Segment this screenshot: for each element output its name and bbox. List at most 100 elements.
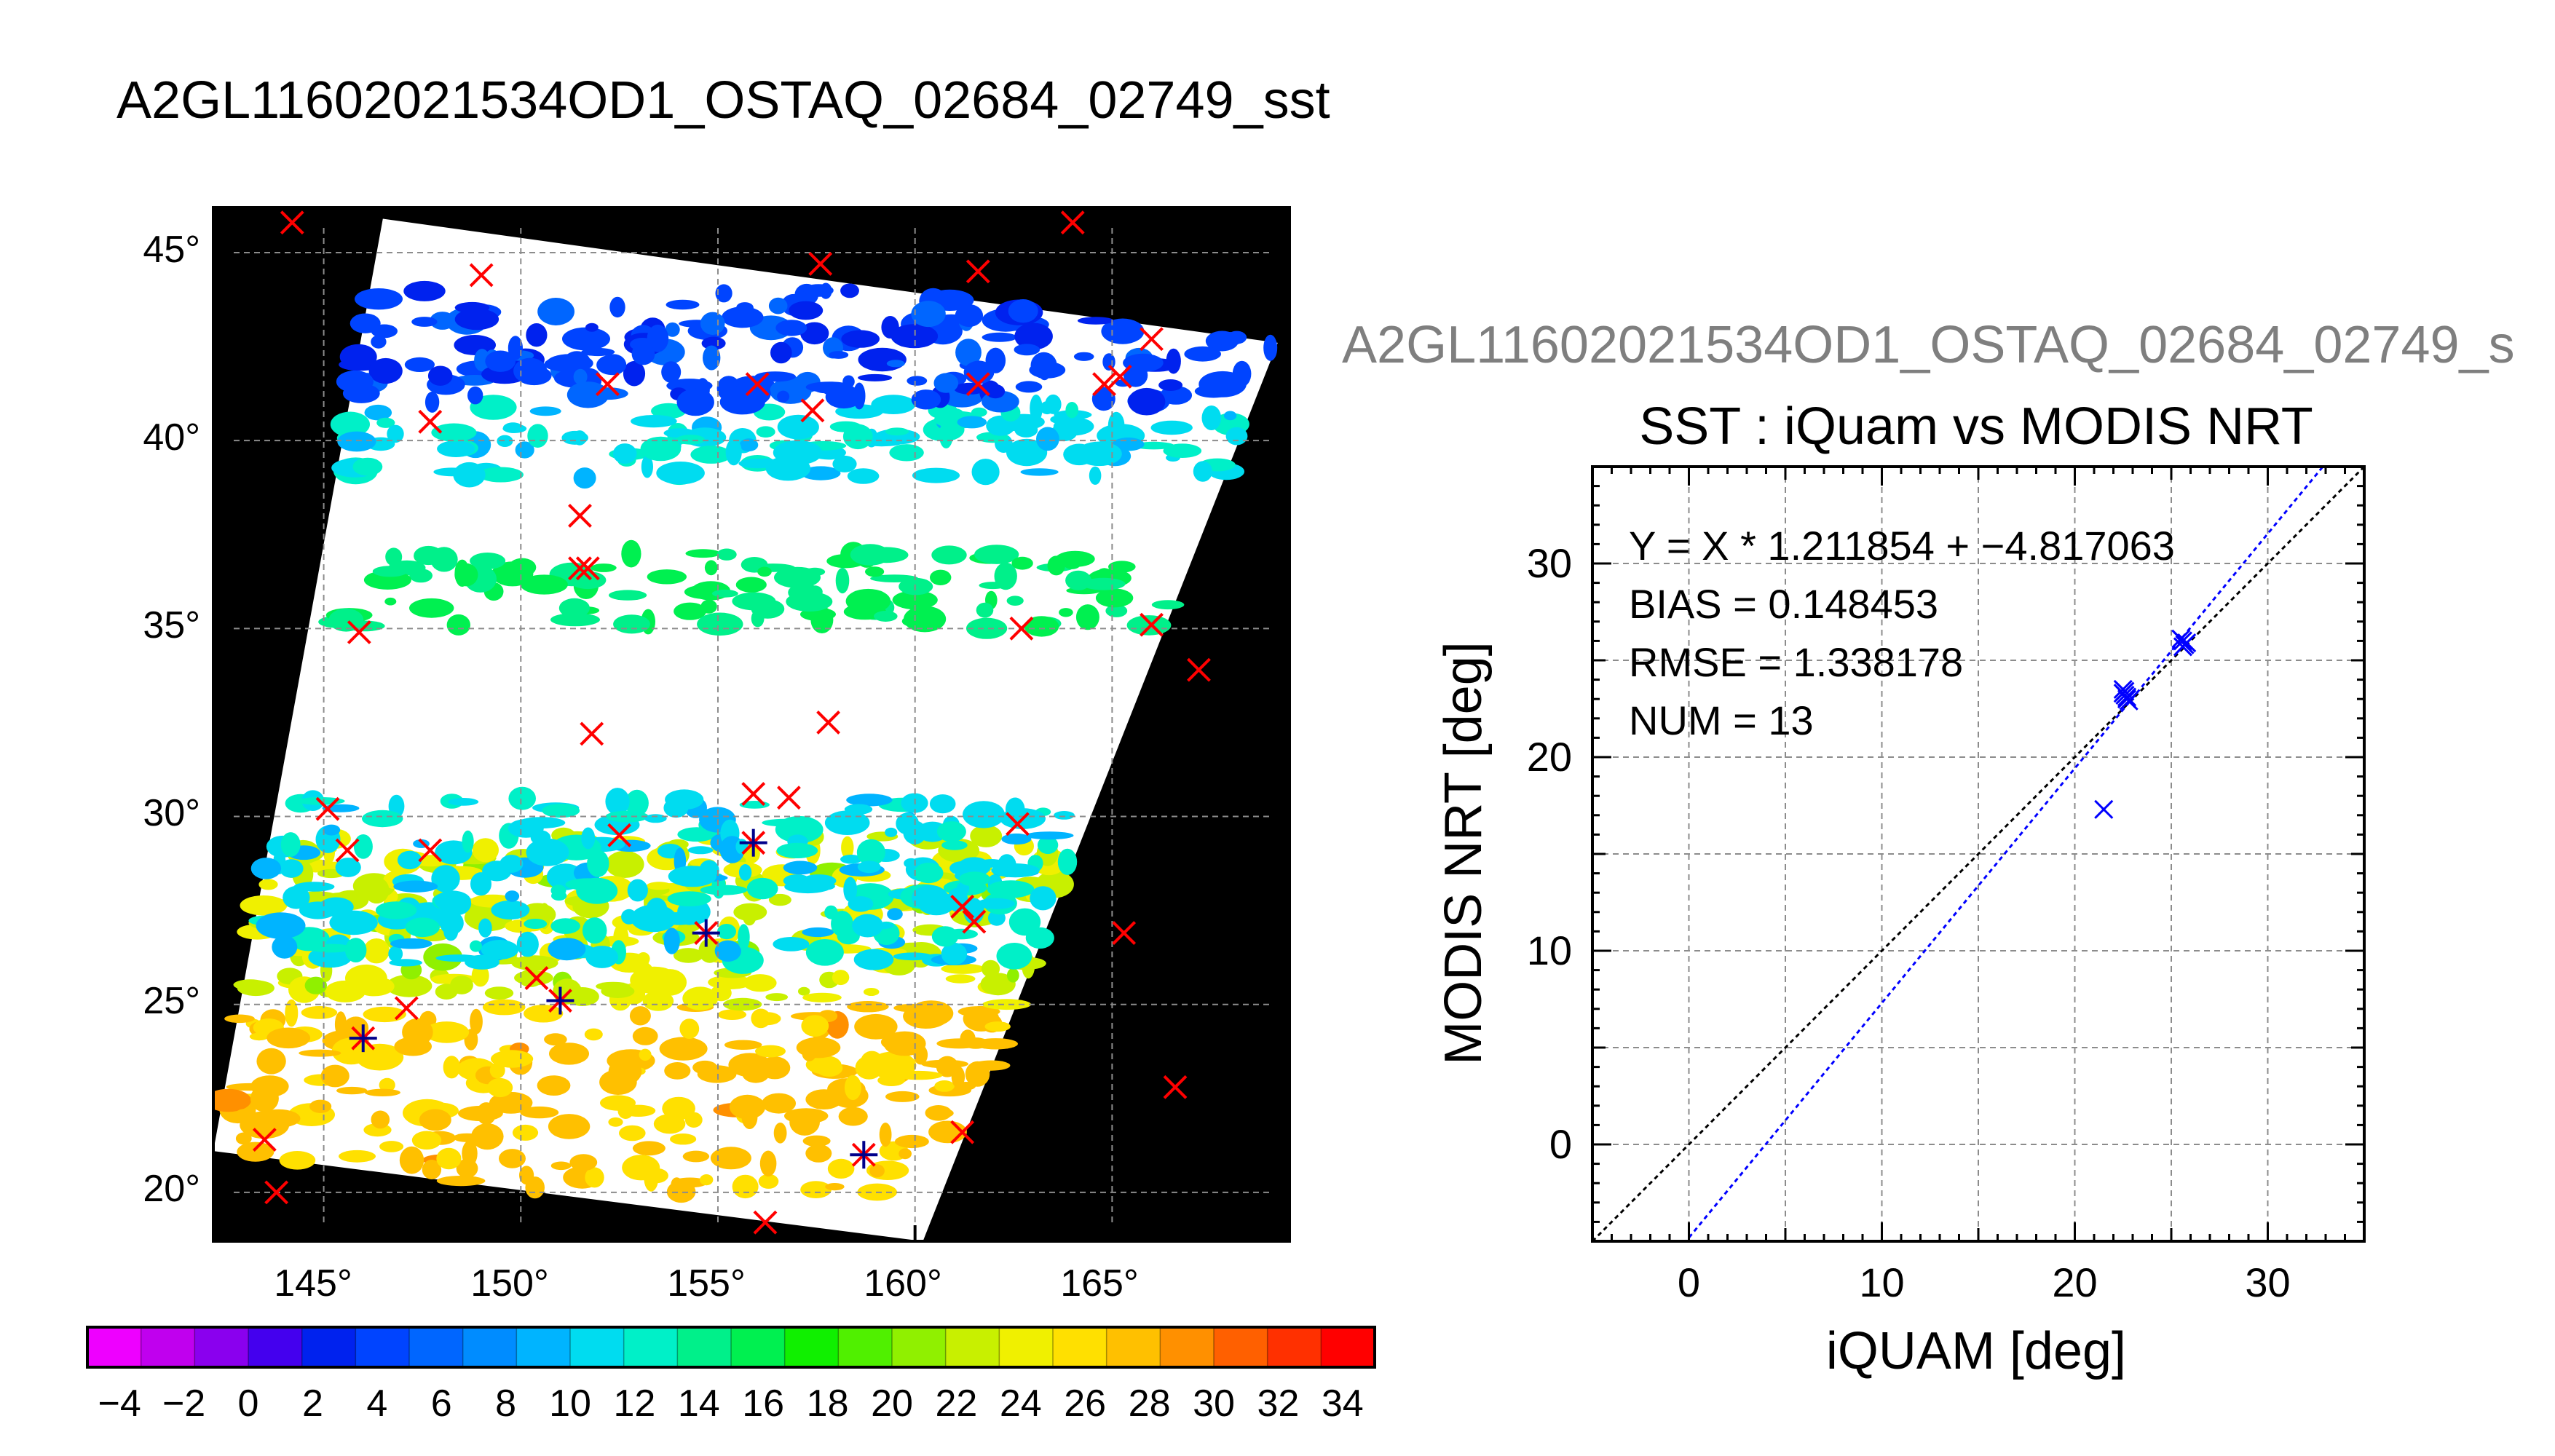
sst-cell [596, 355, 627, 376]
sst-cell [279, 859, 304, 878]
sst-cell [850, 544, 891, 566]
sst-cell [1036, 427, 1059, 451]
sst-cell [213, 1088, 251, 1112]
sst-cell [336, 370, 374, 393]
sst-cell [335, 858, 361, 877]
sst-cell [386, 974, 433, 997]
sst-cell [877, 1075, 905, 1086]
sst-cell [587, 850, 609, 877]
colorbar-cell [194, 1327, 249, 1367]
sst-cell [716, 548, 737, 561]
colorbar-cell [301, 1327, 356, 1367]
sst-cell [414, 545, 443, 566]
sst-cell [982, 332, 1017, 342]
sst-cell [508, 558, 537, 577]
sst-cell [397, 850, 422, 870]
sst-cell [520, 574, 568, 595]
colorbar-cell [248, 1327, 303, 1367]
sst-cell [911, 301, 946, 328]
sst-cell [470, 1008, 483, 1034]
buoy-x-marker [808, 252, 833, 276]
sst-cell [608, 1117, 623, 1127]
sst-cell [323, 824, 341, 836]
colorbar-tick-label: 8 [495, 1382, 516, 1425]
sst-cell [738, 924, 750, 951]
sst-cell [424, 1021, 470, 1043]
buoy-x-marker [1163, 1075, 1188, 1099]
sst-cell [491, 900, 530, 920]
sst-cell [430, 312, 455, 330]
sst-cell [526, 838, 569, 866]
sst-cell [526, 323, 548, 347]
sst-patch [318, 539, 1185, 639]
sst-cell [544, 1033, 567, 1046]
sst-cell [639, 1048, 652, 1061]
sst-cell [714, 940, 741, 962]
sst-cell [682, 986, 719, 1010]
x-tick-label: 20 [2052, 1259, 2097, 1305]
sst-cell [768, 893, 791, 906]
colorbar-tick-label: 30 [1193, 1382, 1235, 1425]
sst-cell [847, 1001, 889, 1013]
buoy-x-marker [264, 1180, 289, 1205]
sst-cell [489, 1091, 533, 1114]
sst-cell [805, 1055, 842, 1075]
sst-cell [904, 606, 947, 633]
sst-cell [701, 336, 726, 350]
sst-cell [309, 1099, 332, 1114]
sst-cell [656, 462, 705, 485]
sst-cell [717, 1009, 747, 1020]
main-title: A2GL11602021534OD1_OSTAQ_02684_02749_sst [117, 71, 1330, 130]
sst-cell [974, 545, 1019, 564]
sst-cell [1006, 968, 1019, 983]
buoy-x-marker [580, 721, 604, 746]
sst-cell [929, 794, 956, 814]
sst-cell [250, 1085, 279, 1112]
sst-cell [478, 467, 524, 483]
buoy-x-marker [607, 823, 632, 847]
scatter-point [2094, 799, 2114, 819]
buoy-x-marker [965, 372, 990, 397]
sst-cell [1030, 395, 1043, 422]
sst-cell [982, 999, 1031, 1010]
sst-cell [485, 350, 516, 372]
sst-cell [685, 549, 721, 558]
sst-cell [671, 1177, 683, 1193]
colorbar-tick-label: 2 [302, 1382, 323, 1425]
sst-cell [936, 821, 966, 842]
scatter-points [2094, 629, 2197, 819]
sst-cell [405, 917, 440, 938]
sst-cell [758, 1174, 779, 1189]
lat-tick-label: 25° [143, 980, 200, 1022]
sst-cell [627, 879, 648, 902]
lat-tick-label: 30° [143, 792, 200, 834]
sst-cell [700, 312, 725, 335]
sst-cell [914, 863, 944, 884]
sst-cell [762, 818, 807, 827]
map-panel: 145° 150° 155° 160° 165° 20° 25° 30° 35°… [143, 206, 1291, 1305]
sst-cell [512, 1124, 539, 1141]
buoy-x-marker [335, 838, 360, 863]
lon-tick-label: 165° [1060, 1262, 1139, 1305]
sst-cell [1062, 556, 1082, 569]
colorbar-cell [570, 1327, 625, 1367]
sst-cell [879, 1123, 892, 1147]
sst-cell [519, 1166, 534, 1185]
sst-cell [994, 562, 1017, 590]
sst-cell [970, 824, 1003, 847]
sst-cell [1006, 596, 1024, 606]
sst-cell [1150, 420, 1193, 435]
colorbar-tick-label: 4 [366, 1382, 387, 1425]
sst-cell [980, 973, 1016, 996]
sst-cell [894, 1134, 929, 1149]
sst-cell [605, 788, 630, 815]
sst-cell [487, 1077, 513, 1098]
sst-cell [962, 1037, 990, 1049]
sst-cell [886, 360, 905, 368]
sst-cell [448, 798, 479, 806]
sst-cell [911, 389, 941, 410]
sst-cell [956, 1082, 976, 1091]
sst-cell [573, 368, 588, 385]
sst-cell [524, 919, 548, 929]
sst-cell [514, 970, 553, 986]
